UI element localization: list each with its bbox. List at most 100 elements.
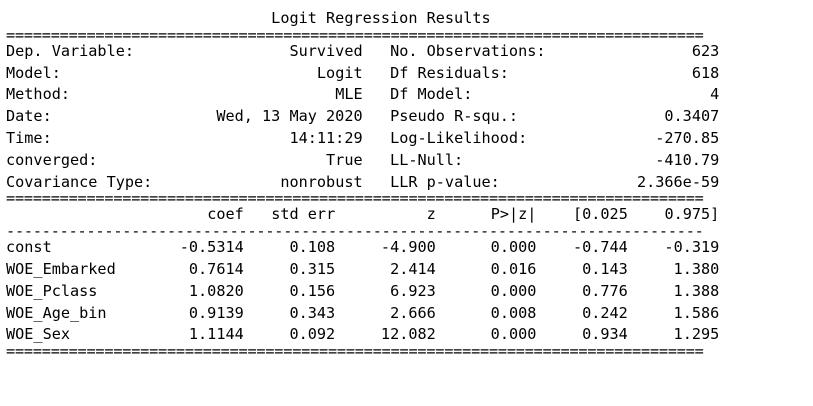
coef-value: 0.108 (289, 238, 336, 257)
coef-header-cell: coef (207, 205, 244, 224)
coef-value: 0.934 (582, 325, 628, 344)
summary-right-label: Df Model: (390, 85, 473, 104)
variable-name: const (6, 238, 52, 257)
report-title: Logit Regression Results (271, 9, 491, 27)
summary-left-value: True (326, 150, 363, 169)
spacer (152, 304, 189, 322)
summary-right-value: 618 (691, 63, 720, 82)
coef-value: 0.7614 (188, 259, 244, 278)
variable-name: WOE_Embarked (6, 259, 116, 278)
spacer (546, 42, 692, 60)
coef-value: -0.744 (572, 238, 628, 257)
spacer (52, 238, 153, 256)
spacer (244, 238, 290, 256)
spacer (509, 64, 692, 82)
spacer (152, 260, 189, 278)
spacer (61, 64, 317, 82)
summary-right-value: 2.366e-59 (636, 172, 720, 191)
coef-value: 0.016 (490, 259, 537, 278)
coef-value: 0.776 (582, 281, 628, 300)
coef-value: 12.082 (380, 325, 436, 344)
spacer (244, 304, 290, 322)
coef-value: 2.414 (390, 259, 436, 278)
report-title-line: Logit Regression Results (6, 8, 719, 30)
spacer (152, 238, 179, 256)
coef-value: 1.295 (673, 325, 720, 344)
summary-left-value: 14:11:29 (289, 128, 363, 147)
coef-value: 0.315 (289, 259, 336, 278)
spacer (6, 205, 152, 223)
coef-value: 1.380 (673, 259, 720, 278)
spacer (244, 260, 290, 278)
spacer (52, 129, 290, 147)
spacer (536, 238, 573, 256)
coef-row: WOE_Sex 1.1144 0.092 12.082 0.000 0.934 … (6, 324, 719, 346)
spacer (628, 260, 674, 278)
coef-value: 1.0820 (188, 281, 244, 300)
coef-row: WOE_Pclass 1.0820 0.156 6.923 0.000 0.77… (6, 281, 719, 303)
coef-value: 0.242 (582, 303, 628, 322)
regression-summary-report: Logit Regression Results ================… (6, 8, 719, 357)
spacer (628, 282, 674, 300)
coef-value: 0.000 (490, 281, 537, 300)
spacer (536, 325, 582, 343)
coefficient-table-section: coef std err z P>|z| [0.025 0.975] ------… (6, 204, 719, 346)
spacer (152, 173, 280, 191)
spacer (335, 205, 426, 223)
summary-left-label: converged: (6, 150, 98, 169)
summary-left-label: Model: (6, 63, 61, 82)
spacer (363, 107, 390, 125)
summary-right-label: Pseudo R-squ.: (390, 107, 519, 126)
summary-right-value: 0.3407 (664, 107, 720, 126)
spacer (436, 205, 491, 223)
coef-value: -0.5314 (179, 238, 244, 257)
spacer (70, 85, 335, 103)
summary-right-label: LLR p-value: (390, 172, 500, 191)
spacer (363, 129, 390, 147)
summary-left-value: Wed, 13 May 2020 (216, 107, 363, 126)
spacer (628, 238, 665, 256)
table-single-rule: ----------------------------------------… (6, 226, 704, 238)
coef-header-row: coef std err z P>|z| [0.025 0.975] (6, 204, 719, 226)
spacer (244, 282, 290, 300)
spacer (107, 304, 153, 322)
summary-left-label: Covariance Type: (6, 172, 153, 191)
summary-right-label: LL-Null: (390, 150, 464, 169)
summary-right-value: 4 (710, 85, 720, 104)
spacer (536, 282, 582, 300)
coef-value: 1.586 (673, 303, 720, 322)
summary-left-label: Dep. Variable: (6, 41, 135, 60)
summary-right-label: No. Observations: (390, 41, 546, 60)
summary-row: Time: 14:11:29 Log-Likelihood: -270.85 (6, 128, 719, 150)
spacer (335, 260, 390, 278)
coef-value: 0.9139 (188, 303, 244, 322)
coef-value: -4.900 (380, 238, 436, 257)
spacer (116, 260, 153, 278)
summary-left-value: MLE (335, 85, 363, 104)
spacer (436, 260, 491, 278)
coef-value: 0.143 (582, 259, 628, 278)
spacer (472, 85, 710, 103)
spacer (97, 282, 152, 300)
coef-header-cell: std err (271, 205, 336, 224)
spacer (244, 205, 271, 223)
spacer (335, 282, 390, 300)
spacer (363, 42, 390, 60)
spacer (70, 325, 152, 343)
coef-row: WOE_Embarked 0.7614 0.315 2.414 0.016 0.… (6, 259, 719, 281)
summary-right-label: Log-Likelihood: (390, 128, 528, 147)
coef-value: 6.923 (390, 281, 436, 300)
summary-left-value: Logit (316, 63, 363, 82)
coef-value: 2.666 (390, 303, 436, 322)
spacer (463, 151, 655, 169)
spacer (363, 151, 390, 169)
spacer (134, 42, 289, 60)
coef-value: 0.000 (490, 238, 537, 257)
spacer (536, 260, 582, 278)
spacer (363, 85, 390, 103)
spacer (244, 325, 290, 343)
spacer (436, 238, 491, 256)
spacer (518, 107, 664, 125)
summary-row: Model: Logit Df Residuals: 618 (6, 63, 719, 85)
title-indent (6, 9, 271, 27)
